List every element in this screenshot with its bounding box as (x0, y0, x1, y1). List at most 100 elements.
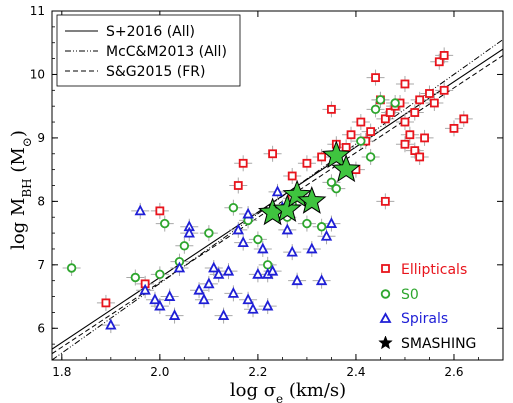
point-elliptical (415, 95, 425, 105)
point-spiral (242, 293, 254, 305)
data-points (62, 47, 473, 334)
point-spiral (198, 293, 210, 305)
point-s0 (370, 104, 381, 115)
point-spiral (232, 223, 244, 235)
point-spiral (203, 277, 215, 289)
point-elliptical (439, 51, 449, 60)
point-s0 (365, 152, 376, 162)
point-s0 (262, 260, 273, 270)
legend-marker-s0 (380, 289, 391, 299)
point-spiral (217, 309, 230, 320)
point-elliptical (371, 73, 380, 83)
point-spiral (291, 274, 303, 286)
y-axis-label: log MBH (M⊙) (8, 130, 34, 250)
point-elliptical (287, 171, 297, 181)
point-elliptical (341, 143, 351, 152)
point-spiral (139, 283, 151, 295)
point-smashing (297, 186, 327, 214)
point-s0 (375, 95, 386, 105)
point-s0 (228, 203, 239, 213)
point-s0 (390, 98, 400, 108)
point-smashing (321, 140, 351, 169)
x-tick-label: 2.2 (248, 365, 267, 379)
point-elliptical (302, 158, 312, 168)
legend-label-sg2015: S&G2015 (FR) (106, 64, 205, 80)
point-smashing (331, 154, 361, 183)
point-s0 (253, 234, 263, 245)
point-s0 (66, 263, 77, 273)
point-s0 (302, 218, 312, 229)
legend-label-ellipticals: Ellipticals (401, 262, 467, 278)
point-elliptical (415, 152, 425, 162)
point-elliptical (366, 127, 376, 136)
legend-marker-spirals (379, 312, 392, 323)
point-elliptical (410, 108, 420, 117)
point-elliptical (346, 130, 356, 140)
point-elliptical (400, 139, 410, 149)
point-elliptical (405, 130, 415, 140)
x-tick-label: 2.0 (150, 365, 169, 379)
point-spiral (154, 299, 166, 311)
point-elliptical (327, 104, 336, 114)
y-tick-label: 8 (37, 194, 45, 208)
point-smashing (272, 194, 302, 223)
point-spiral (281, 223, 293, 235)
point-spiral (134, 204, 146, 216)
legend-label-s0: S0 (401, 287, 419, 303)
point-elliptical (380, 196, 390, 206)
point-s0 (326, 177, 337, 188)
fit-line-mccm2013 (52, 39, 503, 360)
legend-label-s2016: S+2016 (All) (106, 24, 195, 40)
point-elliptical (101, 298, 111, 308)
point-spiral (227, 286, 240, 298)
point-spiral (149, 293, 161, 305)
y-tick-label: 7 (37, 258, 45, 272)
x-tick-label: 1.8 (52, 365, 71, 379)
y-tick-label: 9 (37, 131, 45, 145)
point-elliptical (238, 158, 248, 168)
point-spiral (222, 264, 235, 276)
point-spiral (257, 242, 269, 254)
point-spiral (252, 267, 264, 279)
legend-label-smashing: SMASHING (401, 336, 476, 352)
point-elliptical (155, 206, 165, 216)
legend-label-mccm2013: McC&M2013 (All) (106, 44, 227, 60)
legend-label-spirals: Spirals (401, 311, 448, 327)
point-spiral (286, 245, 298, 257)
point-spiral (315, 274, 328, 286)
x-axis-label: log σe (km/s) (230, 380, 346, 403)
point-elliptical (434, 57, 444, 67)
y-tick-label: 6 (37, 321, 45, 335)
point-s0 (356, 136, 366, 146)
point-elliptical (233, 181, 243, 190)
point-elliptical (356, 117, 366, 127)
point-spiral (183, 226, 195, 238)
y-tick-label: 11 (30, 4, 45, 18)
point-elliptical (385, 108, 395, 117)
point-smashing (282, 179, 312, 208)
point-elliptical (459, 114, 469, 124)
point-spiral (262, 299, 274, 311)
y-tick-label: 10 (30, 67, 45, 81)
point-s0 (155, 269, 165, 280)
fit-line-sg2015 (52, 55, 503, 355)
point-spiral (237, 236, 249, 248)
point-spiral (266, 264, 279, 276)
point-s0 (204, 228, 214, 238)
point-spiral (320, 229, 333, 241)
point-spiral (193, 283, 205, 295)
point-elliptical (439, 85, 449, 95)
point-elliptical (317, 152, 327, 162)
point-spiral (247, 302, 259, 314)
point-s0 (130, 272, 141, 283)
point-spiral (242, 207, 254, 219)
point-spiral (105, 318, 117, 330)
legend-markers: Ellipticals S0 Spirals SMASHING (378, 262, 476, 352)
point-spiral (306, 242, 318, 254)
point-elliptical (400, 79, 410, 89)
point-elliptical (268, 149, 277, 159)
point-elliptical (425, 89, 434, 98)
point-elliptical (420, 133, 429, 143)
